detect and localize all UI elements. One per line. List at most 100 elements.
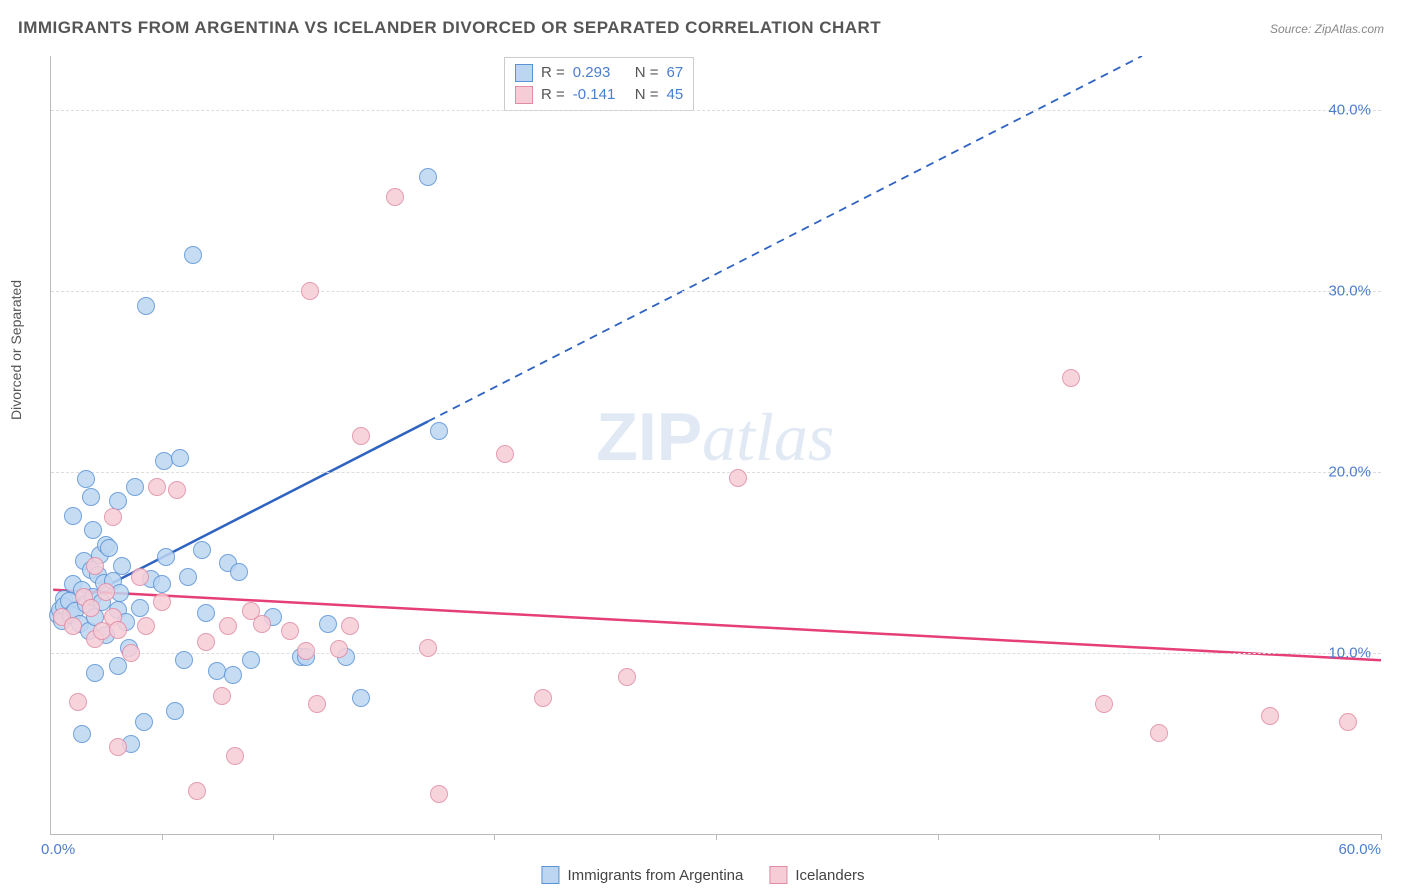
trend-lines-overlay	[51, 56, 1381, 834]
data-point-icelanders	[168, 481, 186, 499]
data-point-argentina	[153, 575, 171, 593]
legend-row-icelanders: R = -0.141 N = 45	[515, 84, 683, 106]
data-point-icelanders	[82, 599, 100, 617]
data-point-argentina	[319, 615, 337, 633]
x-axis-origin-label: 0.0%	[41, 841, 75, 858]
data-point-icelanders	[197, 633, 215, 651]
r-label: R =	[541, 84, 565, 106]
plot-area: ZIPatlas R =0.293N =67R =-0.141N =45 0.0…	[50, 56, 1381, 835]
data-point-icelanders	[618, 668, 636, 686]
data-point-icelanders	[104, 508, 122, 526]
r-value: 0.293	[573, 62, 627, 84]
data-point-argentina	[157, 548, 175, 566]
data-point-icelanders	[301, 282, 319, 300]
data-point-argentina	[242, 651, 260, 669]
data-point-argentina	[184, 246, 202, 264]
swatch-icon	[541, 866, 559, 884]
data-point-icelanders	[148, 478, 166, 496]
data-point-argentina	[82, 488, 100, 506]
legend-item-argentina: Immigrants from Argentina	[541, 866, 743, 884]
chart-title: IMMIGRANTS FROM ARGENTINA VS ICELANDER D…	[18, 18, 881, 38]
data-point-argentina	[109, 492, 127, 510]
x-tick	[273, 834, 274, 840]
x-tick	[162, 834, 163, 840]
chart-container: IMMIGRANTS FROM ARGENTINA VS ICELANDER D…	[0, 0, 1406, 892]
data-point-argentina	[77, 470, 95, 488]
data-point-argentina	[126, 478, 144, 496]
data-point-argentina	[84, 521, 102, 539]
swatch-icon	[769, 866, 787, 884]
n-label: N =	[635, 84, 659, 106]
series-legend: Immigrants from Argentina Icelanders	[541, 866, 864, 884]
x-tick	[1159, 834, 1160, 840]
data-point-icelanders	[341, 617, 359, 635]
legend-label: Icelanders	[795, 867, 864, 884]
data-point-icelanders	[534, 689, 552, 707]
legend-row-argentina: R = 0.293 N = 67	[515, 62, 683, 84]
data-point-icelanders	[69, 693, 87, 711]
data-point-icelanders	[1062, 369, 1080, 387]
r-value: -0.141	[573, 84, 627, 106]
data-point-icelanders	[281, 622, 299, 640]
watermark: ZIPatlas	[596, 398, 834, 477]
n-value: 67	[667, 62, 684, 84]
data-point-icelanders	[219, 617, 237, 635]
x-tick	[716, 834, 717, 840]
data-point-icelanders	[86, 557, 104, 575]
data-point-icelanders	[1339, 713, 1357, 731]
data-point-icelanders	[97, 583, 115, 601]
data-point-argentina	[73, 725, 91, 743]
data-point-argentina	[86, 664, 104, 682]
y-tick-label: 20.0%	[1328, 464, 1371, 481]
data-point-icelanders	[122, 644, 140, 662]
swatch-icon	[515, 64, 533, 82]
r-label: R =	[541, 62, 565, 84]
x-tick	[938, 834, 939, 840]
data-point-icelanders	[153, 593, 171, 611]
watermark-zip: ZIP	[596, 399, 702, 475]
n-label: N =	[635, 62, 659, 84]
y-axis-label: Divorced or Separated	[8, 280, 24, 420]
data-point-icelanders	[64, 617, 82, 635]
data-point-argentina	[135, 713, 153, 731]
data-point-argentina	[419, 168, 437, 186]
data-point-icelanders	[1150, 724, 1168, 742]
legend-label: Immigrants from Argentina	[567, 867, 743, 884]
data-point-argentina	[100, 539, 118, 557]
data-point-argentina	[171, 449, 189, 467]
data-point-icelanders	[131, 568, 149, 586]
data-point-icelanders	[109, 738, 127, 756]
data-point-argentina	[197, 604, 215, 622]
data-point-icelanders	[226, 747, 244, 765]
data-point-icelanders	[137, 617, 155, 635]
data-point-argentina	[131, 599, 149, 617]
data-point-argentina	[352, 689, 370, 707]
data-point-icelanders	[330, 640, 348, 658]
y-tick-label: 10.0%	[1328, 645, 1371, 662]
grid-line	[51, 472, 1381, 473]
swatch-icon	[515, 86, 533, 104]
data-point-icelanders	[253, 615, 271, 633]
data-point-icelanders	[729, 469, 747, 487]
data-point-icelanders	[386, 188, 404, 206]
data-point-icelanders	[188, 782, 206, 800]
data-point-argentina	[230, 563, 248, 581]
data-point-argentina	[175, 651, 193, 669]
data-point-argentina	[113, 557, 131, 575]
data-point-argentina	[179, 568, 197, 586]
data-point-argentina	[193, 541, 211, 559]
source-attribution: Source: ZipAtlas.com	[1270, 22, 1384, 36]
y-tick-label: 30.0%	[1328, 283, 1371, 300]
x-tick	[494, 834, 495, 840]
data-point-icelanders	[496, 445, 514, 463]
data-point-icelanders	[1261, 707, 1279, 725]
data-point-argentina	[166, 702, 184, 720]
watermark-atlas: atlas	[702, 399, 834, 475]
data-point-argentina	[64, 507, 82, 525]
grid-line	[51, 110, 1381, 111]
legend-item-icelanders: Icelanders	[769, 866, 864, 884]
n-value: 45	[667, 84, 684, 106]
grid-line	[51, 291, 1381, 292]
data-point-icelanders	[109, 621, 127, 639]
x-tick	[1381, 834, 1382, 840]
